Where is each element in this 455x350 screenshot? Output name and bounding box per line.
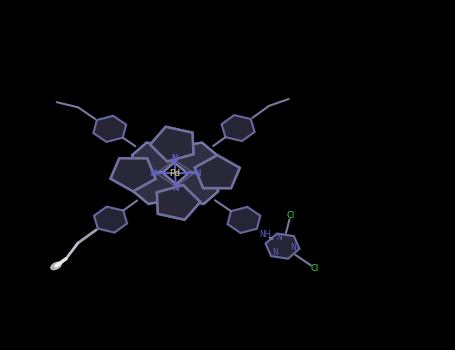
Polygon shape: [157, 185, 200, 220]
Text: Pd: Pd: [170, 169, 181, 178]
Text: N: N: [149, 169, 156, 178]
Text: N: N: [150, 169, 156, 178]
Polygon shape: [94, 206, 127, 232]
Text: NH: NH: [260, 230, 271, 239]
Polygon shape: [150, 127, 193, 161]
Polygon shape: [93, 116, 126, 142]
Text: N: N: [172, 154, 178, 163]
Text: N: N: [172, 184, 179, 193]
Text: N: N: [276, 233, 282, 243]
Polygon shape: [134, 172, 176, 204]
Polygon shape: [157, 185, 200, 220]
Text: N: N: [172, 154, 178, 163]
Polygon shape: [111, 158, 156, 191]
Text: N: N: [172, 184, 179, 193]
Polygon shape: [111, 158, 156, 191]
Polygon shape: [150, 127, 193, 161]
Polygon shape: [132, 142, 175, 174]
Polygon shape: [266, 233, 299, 259]
Text: N: N: [194, 169, 201, 178]
Polygon shape: [228, 207, 260, 233]
Polygon shape: [176, 172, 218, 204]
Polygon shape: [174, 142, 217, 175]
Text: N: N: [291, 243, 296, 252]
Text: Cl: Cl: [311, 264, 319, 273]
Ellipse shape: [50, 261, 62, 270]
Polygon shape: [195, 155, 240, 188]
Text: Pd: Pd: [170, 169, 181, 178]
Text: N: N: [272, 248, 278, 257]
Text: N: N: [195, 169, 201, 178]
Text: Cl: Cl: [286, 211, 294, 220]
Polygon shape: [222, 115, 255, 141]
Polygon shape: [195, 155, 240, 188]
